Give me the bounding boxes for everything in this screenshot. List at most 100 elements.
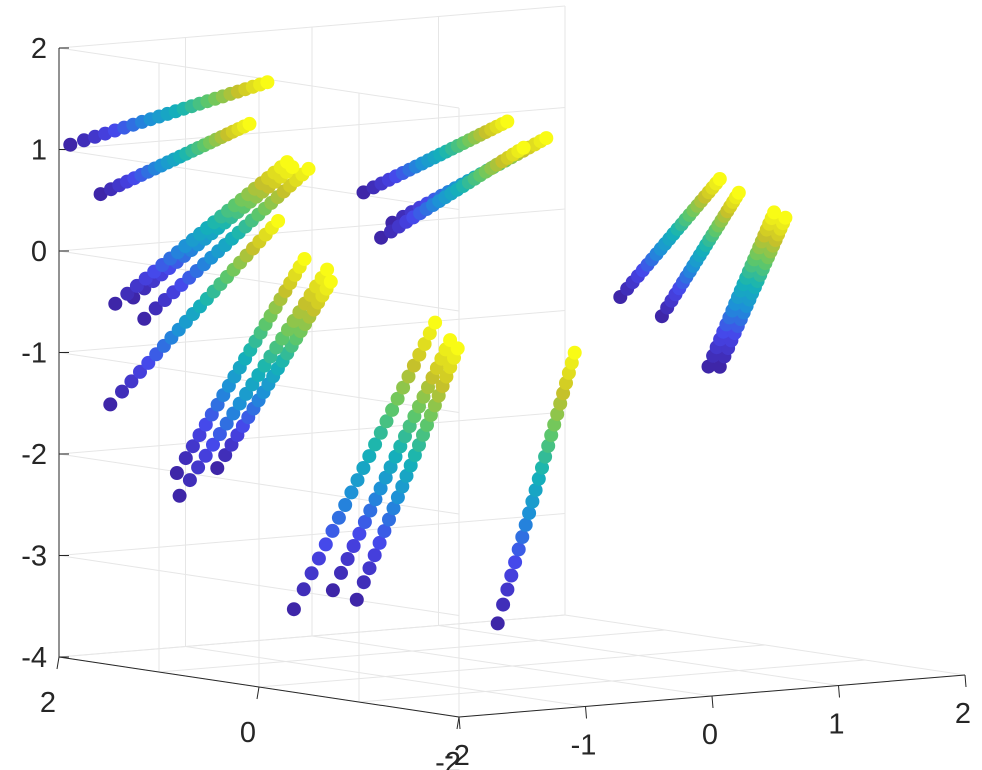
scatter-point — [428, 315, 443, 330]
scatter-point — [504, 568, 519, 583]
scatter-point — [515, 530, 530, 544]
x-tick-label: 0 — [702, 719, 718, 751]
y-tick-mark — [256, 686, 260, 700]
scatter-point — [63, 137, 78, 152]
scatter-point — [368, 492, 383, 507]
scatter-point — [490, 616, 505, 631]
scatter-point — [344, 485, 359, 500]
scatter-point — [185, 439, 200, 454]
scatter-point — [334, 565, 348, 580]
scatter-point — [286, 602, 301, 617]
scatter-point — [401, 369, 416, 384]
right-wall-grid-line — [58, 208, 566, 252]
scatter-point — [212, 427, 227, 441]
scatter-point — [528, 483, 543, 498]
x-tick-label: -1 — [571, 730, 597, 762]
scatter-point — [325, 523, 340, 538]
axis-layer — [56, 47, 967, 730]
scatter-point — [103, 397, 118, 412]
scatter-point — [210, 461, 225, 476]
scatter-point — [169, 466, 184, 480]
x-tick-mark — [711, 695, 714, 709]
y-tick-mark — [456, 716, 460, 730]
scatter-point — [701, 359, 716, 374]
z-tick-label: 1 — [31, 135, 47, 167]
scatter-point — [304, 566, 319, 581]
z-tick-label: 2 — [31, 33, 47, 65]
scatter-point — [500, 114, 515, 129]
scatter-point — [318, 537, 333, 552]
z-tick-label: 0 — [31, 236, 47, 268]
scatter-point — [382, 512, 396, 527]
scatter-point — [522, 506, 537, 521]
scatter-point — [301, 161, 316, 176]
x-tick-label: 2 — [955, 698, 971, 730]
scatter-point — [516, 140, 531, 155]
scatter-point — [133, 364, 147, 379]
scatter-point — [124, 374, 139, 389]
scatter-point — [191, 460, 206, 475]
scatter-point — [349, 592, 364, 607]
points-layer — [63, 75, 793, 631]
right-wall-grid-line — [58, 5, 566, 49]
scatter-point — [219, 416, 234, 431]
scatter-point — [539, 131, 554, 146]
scatter-point — [323, 274, 338, 289]
scatter-point — [352, 526, 367, 541]
scatter-point — [406, 358, 421, 373]
x-tick-mark — [838, 685, 840, 698]
right-wall-grid-line — [58, 411, 566, 455]
z-tick-label: -3 — [21, 541, 47, 573]
scatter-point — [338, 498, 353, 512]
scatter-point — [538, 449, 553, 464]
scatter-point — [226, 406, 241, 421]
scatter-point — [178, 451, 193, 466]
z-tick-label: -1 — [21, 338, 47, 370]
scatter-point — [137, 311, 152, 326]
scatter-point — [325, 583, 340, 598]
scatter-point — [767, 205, 782, 220]
scatter-point — [390, 391, 405, 406]
scatter-point — [362, 561, 377, 576]
scatter-point — [525, 494, 540, 509]
scatter-point — [395, 479, 410, 494]
scatter-point — [198, 448, 213, 463]
scatter-point — [297, 252, 312, 266]
scatter-point — [311, 551, 326, 566]
right-wall-grid-line — [58, 107, 566, 150]
scatter-point — [778, 210, 793, 225]
scatter-point — [396, 380, 411, 395]
scatter-point — [260, 75, 275, 90]
scatter-point — [242, 116, 257, 131]
scatter-point — [386, 501, 401, 516]
scatter-point — [331, 510, 346, 525]
floor-grid-line — [158, 629, 666, 673]
scatter-point — [383, 460, 398, 475]
z-tick-label: -2 — [21, 439, 47, 471]
scatter-point — [346, 539, 361, 553]
y-tick-label: -2 — [435, 747, 461, 770]
scatter-point — [378, 470, 393, 485]
scatter-point — [192, 428, 207, 443]
scatter-point — [731, 185, 746, 200]
scatter-point — [390, 490, 405, 505]
scatter-point — [372, 535, 387, 550]
scatter-point — [120, 286, 135, 301]
scatter-point — [412, 347, 427, 362]
right-wall-grid-line — [58, 513, 566, 556]
scatter-point — [368, 437, 383, 452]
tick-labels-layer: -2 -1 0 1 2 2 0 -2 2 1 0 -1 -2 -3 -4 — [21, 33, 971, 770]
z-tick-label: -4 — [21, 642, 47, 674]
scatter-point — [77, 133, 91, 148]
scatter-point — [93, 187, 108, 202]
y-tick-label: 0 — [240, 717, 256, 749]
scatter-point — [373, 425, 388, 440]
scatter-point — [385, 402, 400, 417]
right-wall-grid-line — [58, 614, 566, 658]
left-wall-grid-line — [58, 250, 460, 312]
scatter-point — [218, 448, 233, 463]
scatter-point — [198, 417, 213, 432]
scatter-point — [379, 414, 394, 429]
scatter-point — [377, 524, 392, 538]
